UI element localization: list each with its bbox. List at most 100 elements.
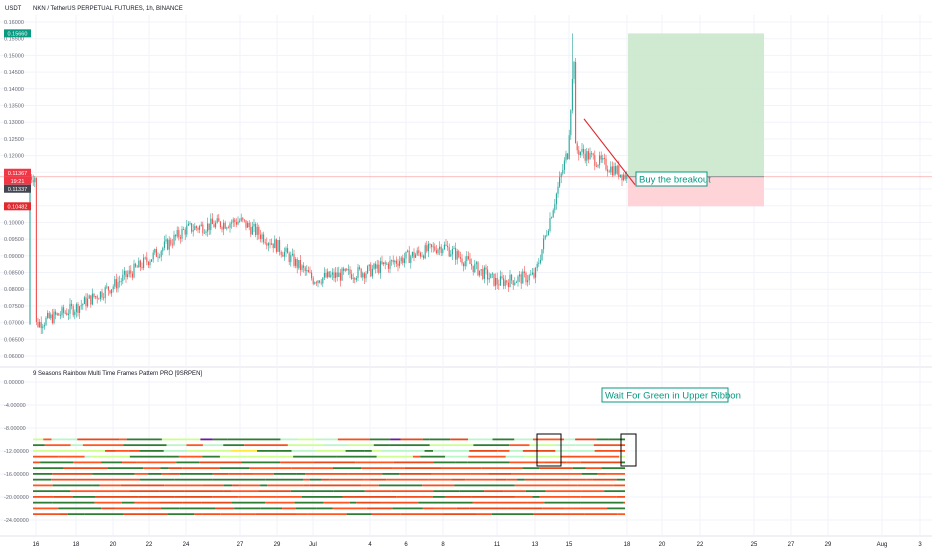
ribbon-segment bbox=[514, 438, 533, 441]
candle-body bbox=[410, 256, 412, 263]
candle-body bbox=[357, 267, 359, 278]
candle-body bbox=[51, 314, 53, 324]
candle-body bbox=[328, 271, 330, 278]
candle-body bbox=[587, 151, 589, 160]
candle-body bbox=[82, 303, 84, 306]
candle-body bbox=[509, 274, 511, 288]
ribbon-segment bbox=[202, 484, 224, 487]
wait-green-label-box[interactable]: Wait For Green in Upper Ribbon bbox=[601, 387, 741, 403]
ribbon-segment bbox=[202, 444, 224, 447]
candle-body bbox=[191, 223, 193, 232]
candle-body bbox=[314, 282, 316, 284]
candle-body bbox=[195, 226, 197, 228]
ribbon-segment bbox=[451, 478, 466, 481]
ribbon-segment bbox=[545, 490, 582, 493]
candle-body bbox=[467, 256, 469, 259]
indicator-title[interactable]: 9 Seasons Rainbow Multi Time Frames Patt… bbox=[33, 371, 202, 377]
ribbon-segment bbox=[101, 507, 116, 510]
ribbon-segment bbox=[596, 438, 609, 441]
candle-body bbox=[458, 251, 460, 258]
candle-body bbox=[469, 258, 471, 265]
axis-layer[interactable]: 0.16000 0.15500 0.15000 0.14500 0.14000 0.135… bbox=[4, 20, 922, 548]
candle-body bbox=[29, 176, 31, 325]
candle-body bbox=[443, 244, 445, 250]
highlight-box-2[interactable] bbox=[620, 433, 637, 467]
candle-body bbox=[621, 174, 623, 181]
ribbon-segment bbox=[296, 473, 306, 475]
ribbon-segment bbox=[315, 438, 338, 441]
y-tick-label: 0.15000 bbox=[4, 53, 24, 59]
ribbon-segment bbox=[293, 455, 337, 458]
candle-body bbox=[223, 222, 225, 230]
candle-body bbox=[111, 289, 113, 294]
x-tick-label: 8 bbox=[441, 542, 445, 548]
candle-body bbox=[403, 258, 405, 264]
ribbon-segment bbox=[212, 438, 228, 441]
ribbon-segment bbox=[102, 478, 140, 481]
candle-body bbox=[93, 293, 95, 298]
candle-body bbox=[261, 234, 263, 239]
candle-body bbox=[277, 240, 279, 252]
candle-body bbox=[575, 61, 577, 144]
ribbon-layer[interactable] bbox=[33, 438, 625, 516]
ribbon-segment bbox=[223, 484, 233, 487]
candle-body bbox=[154, 249, 156, 253]
candle-body bbox=[141, 267, 143, 268]
candle-body bbox=[95, 296, 97, 298]
candles-layer[interactable] bbox=[29, 33, 628, 334]
ribbon-segment bbox=[371, 513, 401, 516]
symbol-title[interactable]: NKN / TetherUS PERPETUAL FUTURES, 1h, BI… bbox=[33, 6, 183, 12]
candle-body bbox=[471, 264, 473, 266]
ribbon-segment bbox=[294, 501, 324, 504]
ribbon-segment bbox=[517, 478, 525, 481]
candle-body bbox=[608, 171, 610, 173]
ribbon-segment bbox=[231, 490, 259, 493]
candle-body bbox=[309, 272, 311, 274]
candle-body bbox=[379, 261, 381, 273]
candle-body bbox=[347, 269, 349, 271]
candle-body bbox=[242, 217, 244, 220]
candle-body bbox=[549, 218, 551, 231]
ribbon-segment bbox=[265, 478, 304, 481]
candle-body bbox=[525, 272, 527, 283]
ribbon-segment bbox=[469, 450, 498, 452]
ribbon-segment bbox=[70, 490, 95, 493]
highlight-box-1[interactable] bbox=[536, 433, 562, 467]
ribbon-segment bbox=[194, 513, 203, 516]
candle-body bbox=[248, 222, 250, 227]
ribbon-segment bbox=[136, 461, 177, 464]
ribbon-segment bbox=[64, 438, 78, 441]
buy-breakout-label-box[interactable]: Buy the breakout bbox=[635, 171, 711, 187]
candle-body bbox=[359, 267, 361, 269]
ribbon-segment bbox=[361, 484, 379, 487]
ribbon-segment bbox=[105, 450, 116, 452]
ribbon-segment bbox=[309, 478, 322, 481]
ribbon-segment bbox=[291, 450, 316, 452]
candle-body bbox=[88, 295, 90, 299]
candle-body bbox=[387, 263, 389, 269]
candle-body bbox=[235, 222, 237, 225]
ribbon-segment bbox=[169, 473, 180, 475]
ribbon-segment bbox=[223, 490, 232, 493]
ribbon-segment bbox=[121, 501, 135, 504]
y-tick-label: 0.06000 bbox=[4, 354, 24, 360]
candle-body bbox=[319, 280, 321, 283]
ribbon-segment bbox=[33, 501, 53, 504]
candle-body bbox=[247, 222, 249, 228]
candle-body bbox=[267, 243, 269, 246]
candle-body bbox=[301, 265, 303, 270]
ribbon-segment bbox=[139, 450, 164, 452]
candle-body bbox=[290, 255, 292, 263]
price-badge-bg bbox=[4, 168, 31, 177]
candle-body bbox=[415, 254, 417, 258]
ribbon-segment bbox=[159, 501, 183, 504]
ribbon-segment bbox=[43, 438, 52, 441]
candle-body bbox=[99, 291, 101, 300]
x-tick-label: 6 bbox=[404, 542, 408, 548]
ribbon-segment bbox=[572, 467, 586, 470]
candle-body bbox=[186, 225, 188, 235]
candle-body bbox=[335, 272, 337, 279]
candle-body bbox=[103, 297, 105, 299]
